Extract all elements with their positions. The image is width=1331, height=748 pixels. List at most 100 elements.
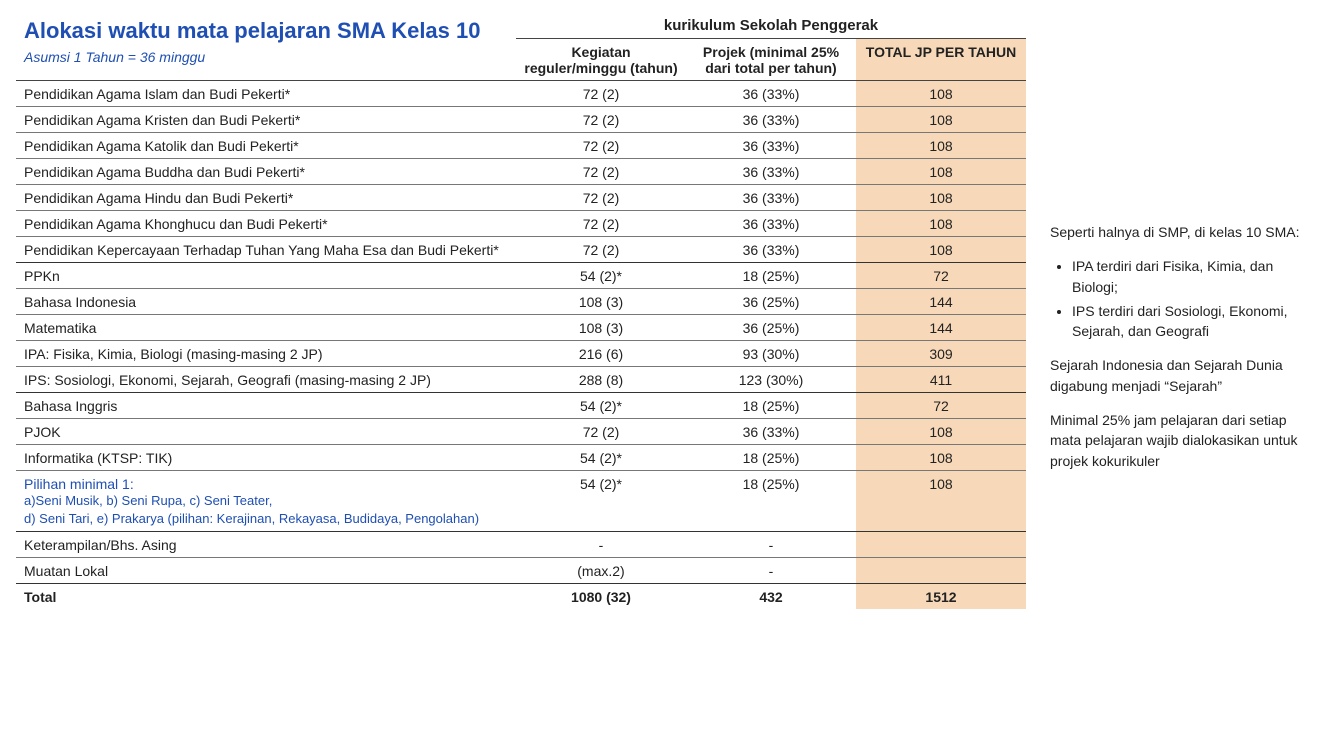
projek-cell: 36 (25%) bbox=[686, 289, 856, 315]
subject-cell: IPS: Sosiologi, Ekonomi, Sejarah, Geogra… bbox=[16, 367, 516, 393]
table-total-row: Total1080 (32)4321512 bbox=[16, 584, 1026, 610]
table-row: Pendidikan Kepercayaan Terhadap Tuhan Ya… bbox=[16, 237, 1026, 263]
reguler-cell: 54 (2)* bbox=[516, 445, 686, 471]
projek-cell: 18 (25%) bbox=[686, 263, 856, 289]
title-text: Alokasi waktu mata pelajaran SMA Kelas 1… bbox=[24, 18, 481, 43]
total-cell: 411 bbox=[856, 367, 1026, 393]
total-cell: 108 bbox=[856, 185, 1026, 211]
table-row: IPA: Fisika, Kimia, Biologi (masing-masi… bbox=[16, 341, 1026, 367]
table-row: Bahasa Inggris54 (2)*18 (25%)72 bbox=[16, 393, 1026, 419]
total-cell: 309 bbox=[856, 341, 1026, 367]
reguler-cell: 216 (6) bbox=[516, 341, 686, 367]
total-cell: 108 bbox=[856, 419, 1026, 445]
projek-cell: 18 (25%) bbox=[686, 393, 856, 419]
total-cell: 108 bbox=[856, 471, 1026, 532]
subject-cell: Pendidikan Agama Katolik dan Budi Pekert… bbox=[16, 133, 516, 159]
total-cell: 108 bbox=[856, 445, 1026, 471]
projek-cell: 36 (33%) bbox=[686, 419, 856, 445]
table-body: Pendidikan Agama Islam dan Budi Pekerti*… bbox=[16, 81, 1026, 610]
total-cell: 108 bbox=[856, 159, 1026, 185]
table-row: Pendidikan Agama Islam dan Budi Pekerti*… bbox=[16, 81, 1026, 107]
subject-cell: PPKn bbox=[16, 263, 516, 289]
total-cell: 144 bbox=[856, 315, 1026, 341]
sidebar-bullet-list: IPA terdiri dari Fisika, Kimia, dan Biol… bbox=[1050, 256, 1315, 341]
reguler-cell: 288 (8) bbox=[516, 367, 686, 393]
reguler-cell: 72 (2) bbox=[516, 185, 686, 211]
subtitle-text: Asumsi 1 Tahun = 36 minggu bbox=[24, 49, 508, 67]
reguler-cell: 72 (2) bbox=[516, 211, 686, 237]
table-row: Keterampilan/Bhs. Asing-- bbox=[16, 532, 1026, 558]
table-row: Pendidikan Agama Kristen dan Budi Pekert… bbox=[16, 107, 1026, 133]
total-total-cell: 1512 bbox=[856, 584, 1026, 610]
subject-cell: Informatika (KTSP: TIK) bbox=[16, 445, 516, 471]
total-cell: 72 bbox=[856, 393, 1026, 419]
reguler-cell: 72 (2) bbox=[516, 159, 686, 185]
reguler-cell: 72 (2) bbox=[516, 81, 686, 107]
column-header-total: TOTAL JP PER TAHUN bbox=[856, 39, 1026, 81]
total-cell bbox=[856, 532, 1026, 558]
table-row: Muatan Lokal(max.2)- bbox=[16, 558, 1026, 584]
subject-cell: Pendidikan Agama Islam dan Budi Pekerti* bbox=[16, 81, 516, 107]
subject-cell: Bahasa Inggris bbox=[16, 393, 516, 419]
projek-cell: 18 (25%) bbox=[686, 471, 856, 532]
reguler-cell: 72 (2) bbox=[516, 133, 686, 159]
reguler-cell: 72 (2) bbox=[516, 237, 686, 263]
subject-cell: Matematika bbox=[16, 315, 516, 341]
subject-cell: Pilihan minimal 1:a)Seni Musik, b) Seni … bbox=[16, 471, 516, 532]
reguler-cell: (max.2) bbox=[516, 558, 686, 584]
curriculum-table: Alokasi waktu mata pelajaran SMA Kelas 1… bbox=[16, 12, 1026, 609]
total-cell: 144 bbox=[856, 289, 1026, 315]
pilihan-sub-line: a)Seni Musik, b) Seni Rupa, c) Seni Teat… bbox=[24, 492, 508, 510]
page-title: Alokasi waktu mata pelajaran SMA Kelas 1… bbox=[16, 12, 516, 81]
table-row: Pendidikan Agama Hindu dan Budi Pekerti*… bbox=[16, 185, 1026, 211]
reguler-cell: 108 (3) bbox=[516, 315, 686, 341]
projek-cell: 36 (33%) bbox=[686, 211, 856, 237]
reguler-cell: 72 (2) bbox=[516, 107, 686, 133]
subject-cell: Pendidikan Agama Buddha dan Budi Pekerti… bbox=[16, 159, 516, 185]
table-row: Pendidikan Agama Khonghucu dan Budi Peke… bbox=[16, 211, 1026, 237]
projek-cell: 36 (33%) bbox=[686, 133, 856, 159]
subject-cell: Pendidikan Agama Hindu dan Budi Pekerti* bbox=[16, 185, 516, 211]
reguler-cell: 108 (3) bbox=[516, 289, 686, 315]
subject-cell: Keterampilan/Bhs. Asing bbox=[16, 532, 516, 558]
projek-cell: 36 (25%) bbox=[686, 315, 856, 341]
subject-cell: Bahasa Indonesia bbox=[16, 289, 516, 315]
subject-cell: IPA: Fisika, Kimia, Biologi (masing-masi… bbox=[16, 341, 516, 367]
projek-cell: 36 (33%) bbox=[686, 185, 856, 211]
subject-cell: Pendidikan Agama Kristen dan Budi Pekert… bbox=[16, 107, 516, 133]
reguler-cell: 54 (2)* bbox=[516, 393, 686, 419]
total-label-cell: Total bbox=[16, 584, 516, 610]
reguler-cell: 72 (2) bbox=[516, 419, 686, 445]
table-row: Pendidikan Agama Katolik dan Budi Pekert… bbox=[16, 133, 1026, 159]
total-cell: 72 bbox=[856, 263, 1026, 289]
table-row: IPS: Sosiologi, Ekonomi, Sejarah, Geogra… bbox=[16, 367, 1026, 393]
subject-cell: PJOK bbox=[16, 419, 516, 445]
sidebar-notes: Seperti halnya di SMP, di kelas 10 SMA: … bbox=[1050, 12, 1315, 485]
table-row: Informatika (KTSP: TIK)54 (2)*18 (25%)10… bbox=[16, 445, 1026, 471]
reguler-cell: 54 (2)* bbox=[516, 263, 686, 289]
pilihan-main-label: Pilihan minimal 1: bbox=[24, 476, 134, 492]
projek-cell: - bbox=[686, 532, 856, 558]
subject-cell: Muatan Lokal bbox=[16, 558, 516, 584]
projek-cell: 36 (33%) bbox=[686, 107, 856, 133]
curriculum-table-region: Alokasi waktu mata pelajaran SMA Kelas 1… bbox=[16, 12, 1026, 609]
sidebar-bullet: IPA terdiri dari Fisika, Kimia, dan Biol… bbox=[1072, 256, 1315, 297]
projek-cell: 93 (30%) bbox=[686, 341, 856, 367]
total-cell: 108 bbox=[856, 237, 1026, 263]
projek-cell: 18 (25%) bbox=[686, 445, 856, 471]
projek-cell: 36 (33%) bbox=[686, 237, 856, 263]
table-row: PJOK72 (2)36 (33%)108 bbox=[16, 419, 1026, 445]
pilihan-sub-line: d) Seni Tari, e) Prakarya (pilihan: Kera… bbox=[24, 510, 508, 528]
sidebar-intro: Seperti halnya di SMP, di kelas 10 SMA: bbox=[1050, 222, 1315, 242]
column-header-projek: Projek (minimal 25% dari total per tahun… bbox=[686, 39, 856, 81]
table-row: Bahasa Indonesia108 (3)36 (25%)144 bbox=[16, 289, 1026, 315]
total-cell: 108 bbox=[856, 133, 1026, 159]
subject-cell: Pendidikan Agama Khonghucu dan Budi Peke… bbox=[16, 211, 516, 237]
projek-cell: 36 (33%) bbox=[686, 159, 856, 185]
total-cell: 108 bbox=[856, 107, 1026, 133]
super-header: kurikulum Sekolah Penggerak bbox=[516, 12, 1026, 39]
sidebar-para-minimal: Minimal 25% jam pelajaran dari setiap ma… bbox=[1050, 410, 1315, 471]
reguler-cell: - bbox=[516, 532, 686, 558]
projek-cell: - bbox=[686, 558, 856, 584]
total-reguler-cell: 1080 (32) bbox=[516, 584, 686, 610]
